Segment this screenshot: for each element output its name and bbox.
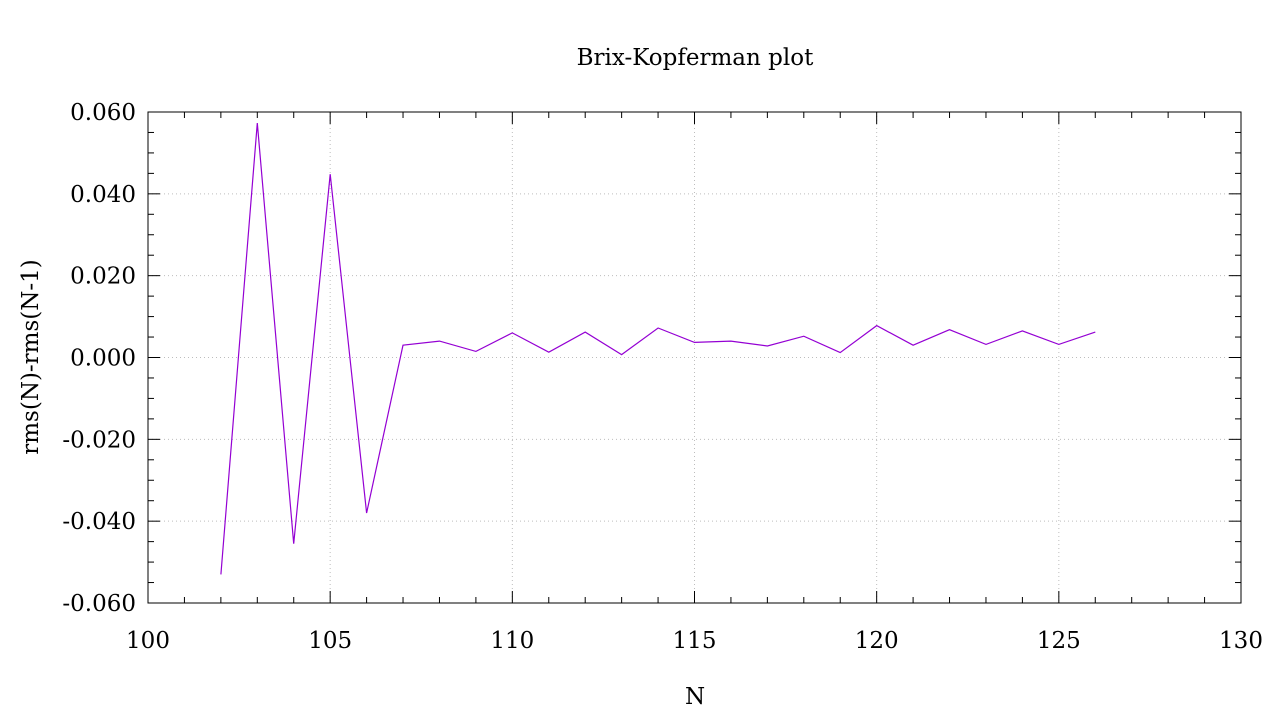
series-layer: [220, 122, 1096, 575]
x-tick-label: 125: [1037, 628, 1081, 654]
y-tick-label: 0.060: [70, 100, 136, 126]
x-tick-label: 100: [126, 628, 170, 654]
x-axis-label: N: [685, 684, 705, 710]
y-axis-label: rms(N)-rms(N-1): [18, 259, 44, 455]
series-line: [220, 122, 1096, 575]
y-tick-label: -0.060: [62, 591, 136, 617]
x-tick-label: 115: [673, 628, 717, 654]
y-tick-label: 0.000: [70, 346, 136, 372]
y-tick-label: -0.020: [62, 427, 136, 453]
y-tick-label: 0.040: [70, 182, 136, 208]
x-tick-label: 130: [1219, 628, 1263, 654]
y-tick-label: -0.040: [62, 509, 136, 535]
x-tick-label: 110: [490, 628, 534, 654]
x-tick-label: 120: [855, 628, 899, 654]
y-tick-labels: -0.060 -0.040 -0.020 0.000 0.020 0.040 0.060: [62, 100, 136, 617]
chart-title: Brix-Kopferman plot: [577, 45, 814, 71]
plot-frame: [147, 111, 1242, 604]
x-tick-label: 105: [308, 628, 352, 654]
y-tick-label: 0.020: [70, 264, 136, 290]
x-tick-labels: 100 105 110 115 120 125 130: [126, 628, 1263, 654]
